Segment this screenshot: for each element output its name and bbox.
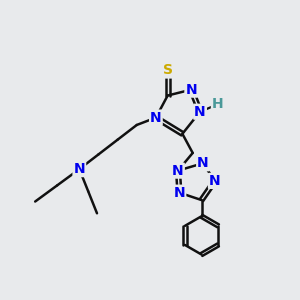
Text: S: S (163, 64, 173, 77)
Text: N: N (209, 174, 220, 188)
Text: N: N (74, 162, 85, 176)
Text: N: N (172, 164, 184, 178)
Text: N: N (194, 105, 206, 119)
Text: N: N (197, 156, 209, 170)
Text: H: H (212, 98, 224, 111)
Text: N: N (150, 111, 162, 124)
Text: N: N (174, 186, 185, 200)
Text: N: N (185, 82, 197, 97)
